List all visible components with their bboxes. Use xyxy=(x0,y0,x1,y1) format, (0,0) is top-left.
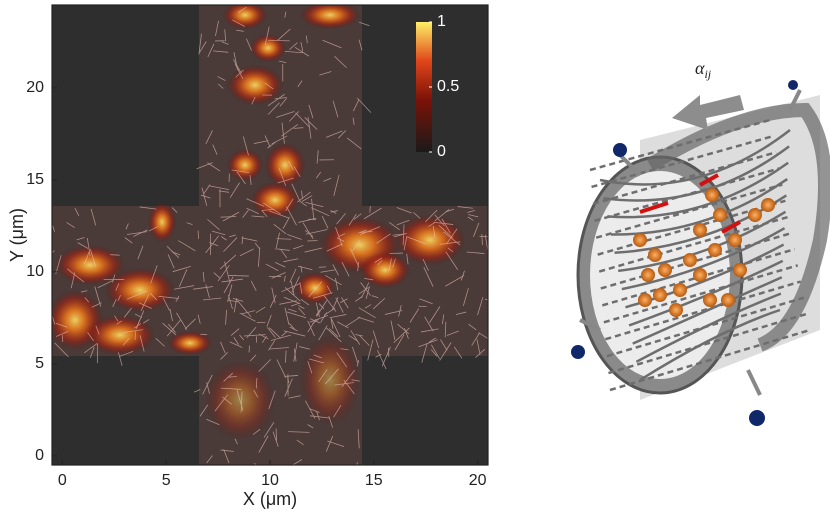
colorbar-tick-label: 0 xyxy=(437,143,446,160)
atom xyxy=(638,293,652,307)
y-tick-label: 10 xyxy=(26,263,44,280)
atom xyxy=(658,263,672,277)
atom xyxy=(673,283,687,297)
atom xyxy=(713,208,727,222)
x-tick-label: 15 xyxy=(365,472,383,489)
figure: X (μm) Y (μm) αij 0 5 10 15 20 0 5 10 15 20 0 0.5 1 xyxy=(0,0,830,518)
atom xyxy=(733,263,747,277)
atom xyxy=(693,268,707,282)
colorbar-tick-label: 0.5 xyxy=(437,78,459,95)
atom xyxy=(708,243,722,257)
fiber xyxy=(198,231,199,239)
atom xyxy=(653,288,667,302)
atom xyxy=(693,223,707,237)
atom xyxy=(721,293,735,307)
fiber xyxy=(43,257,53,267)
atom xyxy=(761,198,775,212)
atom xyxy=(748,208,762,222)
atom xyxy=(703,293,717,307)
y-tick-label: 5 xyxy=(35,355,44,372)
annotation: αij xyxy=(695,58,712,81)
x-tick-label: 20 xyxy=(469,472,487,489)
atom xyxy=(641,268,655,282)
fiber xyxy=(110,255,119,256)
atom xyxy=(669,303,683,317)
x-tick-label: 10 xyxy=(261,472,279,489)
atom xyxy=(683,253,697,267)
atom xyxy=(648,248,662,262)
annotation-subscript: ij xyxy=(704,67,711,81)
atom xyxy=(728,233,742,247)
y-tick-label: 15 xyxy=(26,171,44,188)
y-axis-label: Y (μm) xyxy=(7,208,27,262)
x-axis-label: X (μm) xyxy=(243,489,297,509)
x-tick-label: 5 xyxy=(162,472,171,489)
nanotube-illustration: αij xyxy=(571,58,825,426)
x-tick-label: 0 xyxy=(58,472,67,489)
y-tick-label: 20 xyxy=(26,79,44,96)
colorbar-tick-label: 1 xyxy=(437,13,446,30)
y-tick-label: 0 xyxy=(35,447,44,464)
atom xyxy=(633,233,647,247)
atom xyxy=(705,188,719,202)
